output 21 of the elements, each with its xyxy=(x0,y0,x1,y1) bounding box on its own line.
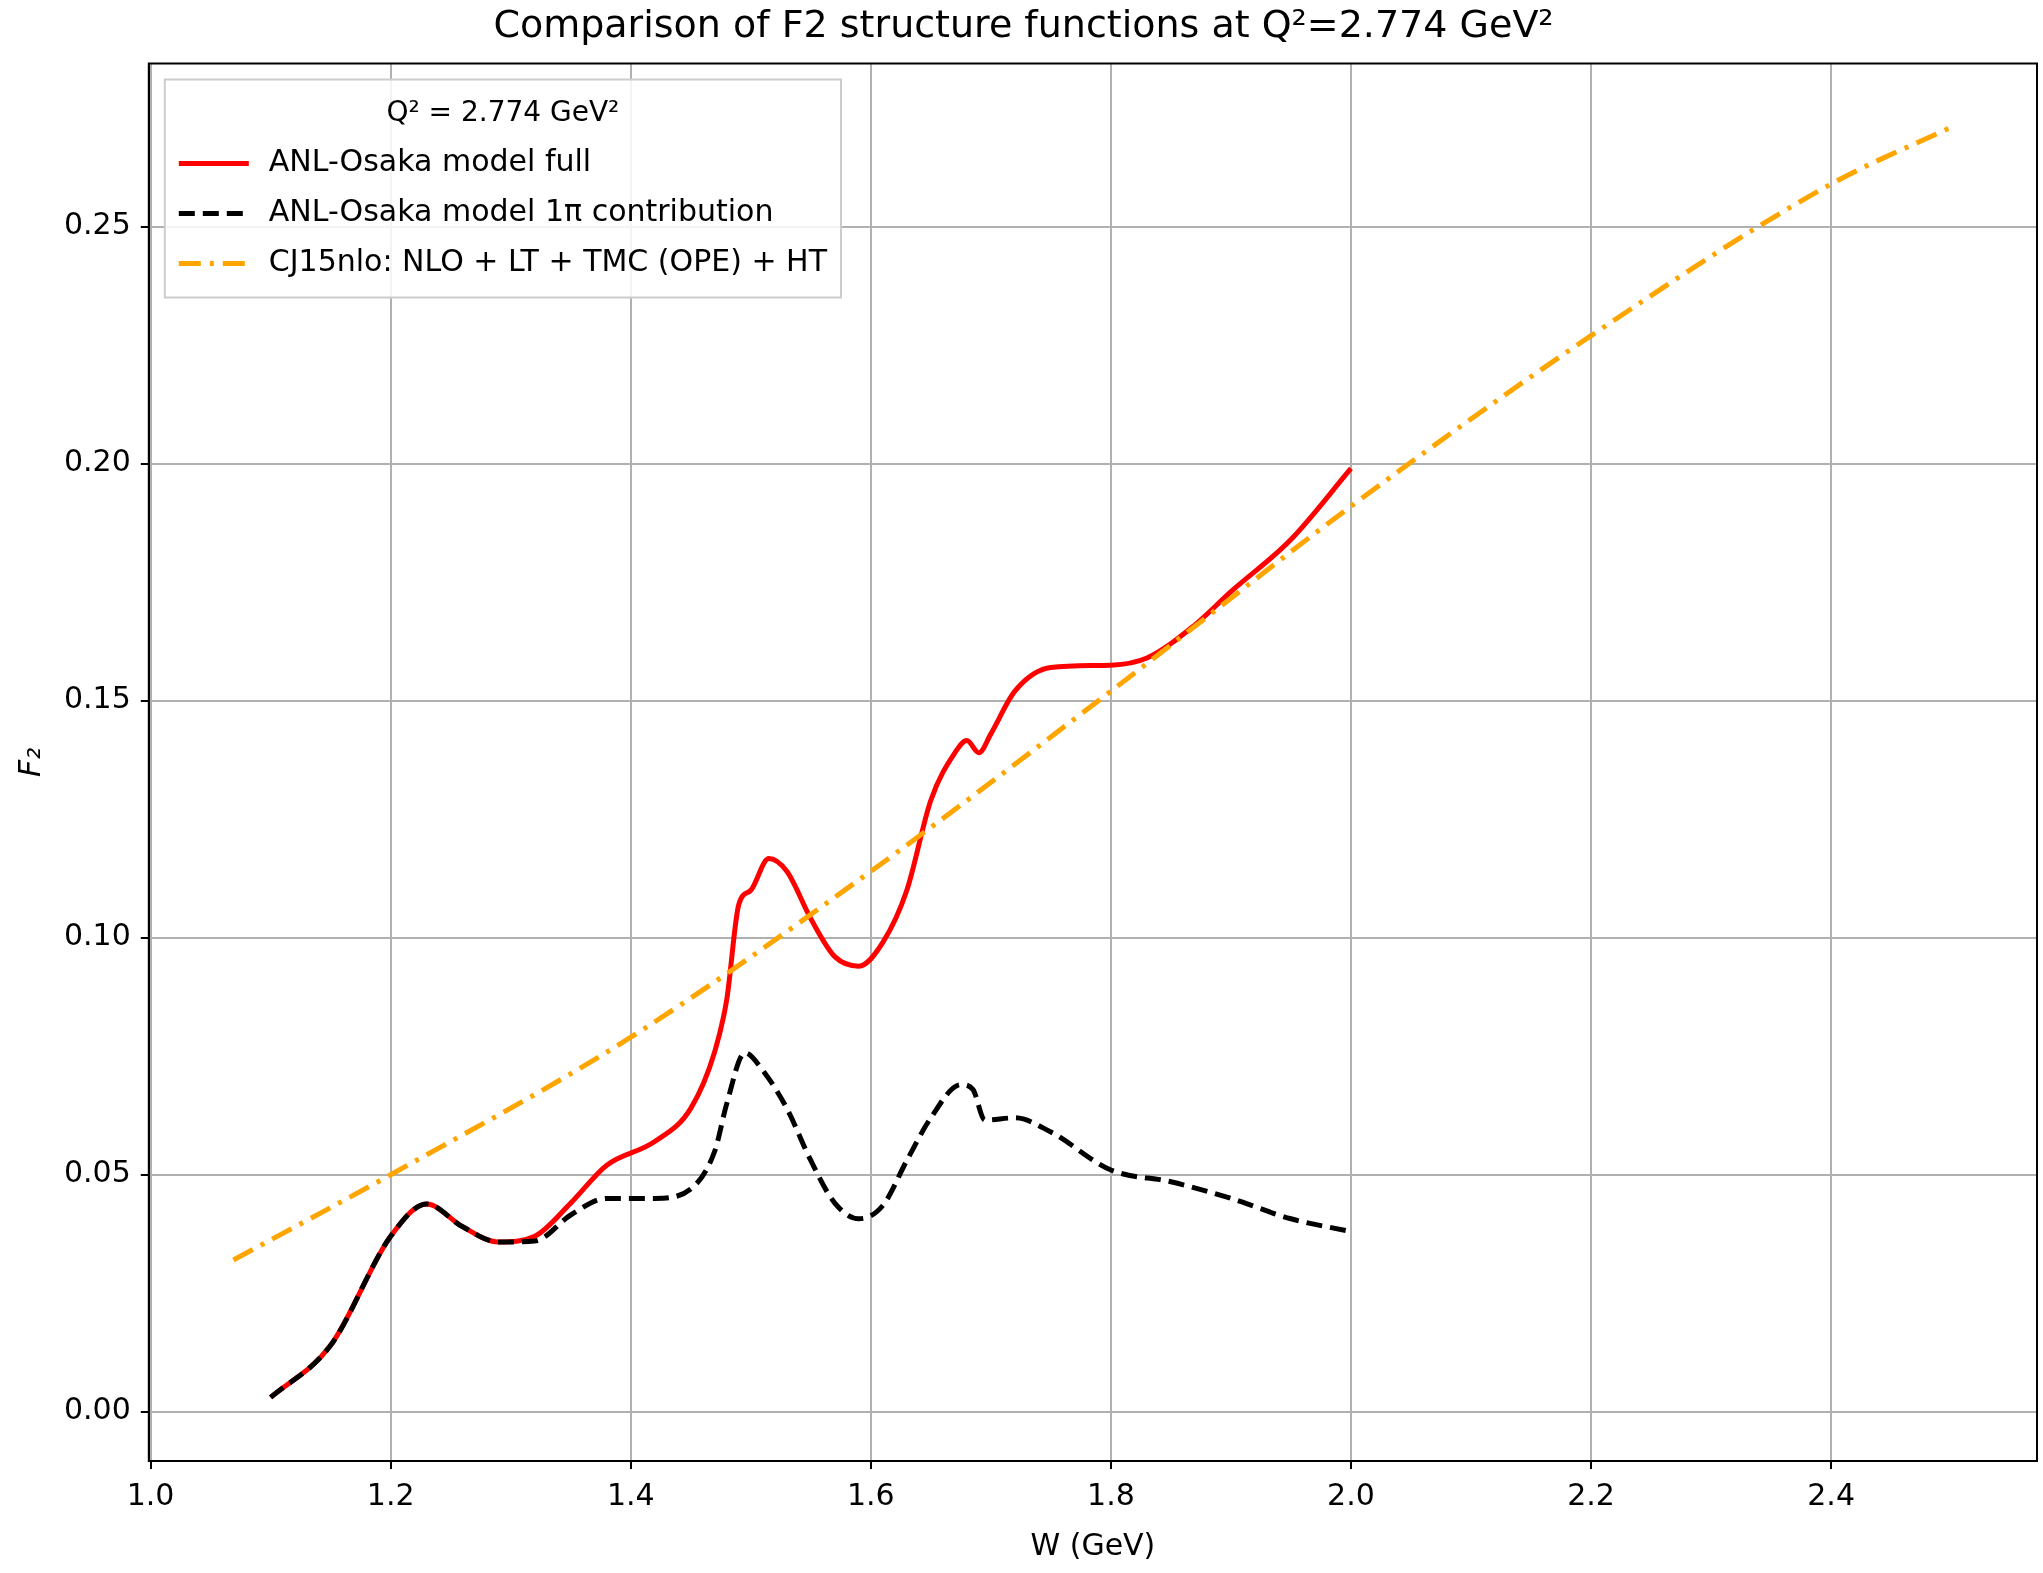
chart-title: Comparison of F2 structure functions at Q²=2.774 GeV² xyxy=(493,1,1554,46)
x-tick-label: 1.8 xyxy=(1087,1476,1135,1512)
x-tick-label: 1.6 xyxy=(846,1476,895,1512)
y-tick-label: 0.20 xyxy=(64,443,131,479)
legend-label: CJ15nlo: NLO + LT + TMC (OPE) + HT xyxy=(268,243,828,279)
y-tick-label: 0.05 xyxy=(64,1154,131,1190)
x-tick-label: 2.4 xyxy=(1807,1476,1855,1512)
x-tick-label: 2.0 xyxy=(1327,1476,1375,1512)
y-tick-label: 0.00 xyxy=(64,1391,131,1427)
x-tick-label: 1.0 xyxy=(126,1476,175,1512)
legend-label: ANL-Osaka model 1π contribution xyxy=(268,193,774,229)
y-tick-label: 0.25 xyxy=(64,206,131,242)
x-tick-label: 2.2 xyxy=(1567,1476,1615,1512)
x-axis-title: W (GeV) xyxy=(1030,1526,1156,1562)
y-tick-label: 0.15 xyxy=(64,680,131,716)
legend-label: ANL-Osaka model full xyxy=(268,143,592,179)
y-tick-label: 0.10 xyxy=(64,917,131,953)
x-tick-label: 1.4 xyxy=(606,1476,655,1512)
legend-title: Q² = 2.774 GeV² xyxy=(386,94,620,128)
y-axis-title: F₂ xyxy=(11,747,47,777)
x-tick-label: 1.2 xyxy=(366,1476,415,1512)
